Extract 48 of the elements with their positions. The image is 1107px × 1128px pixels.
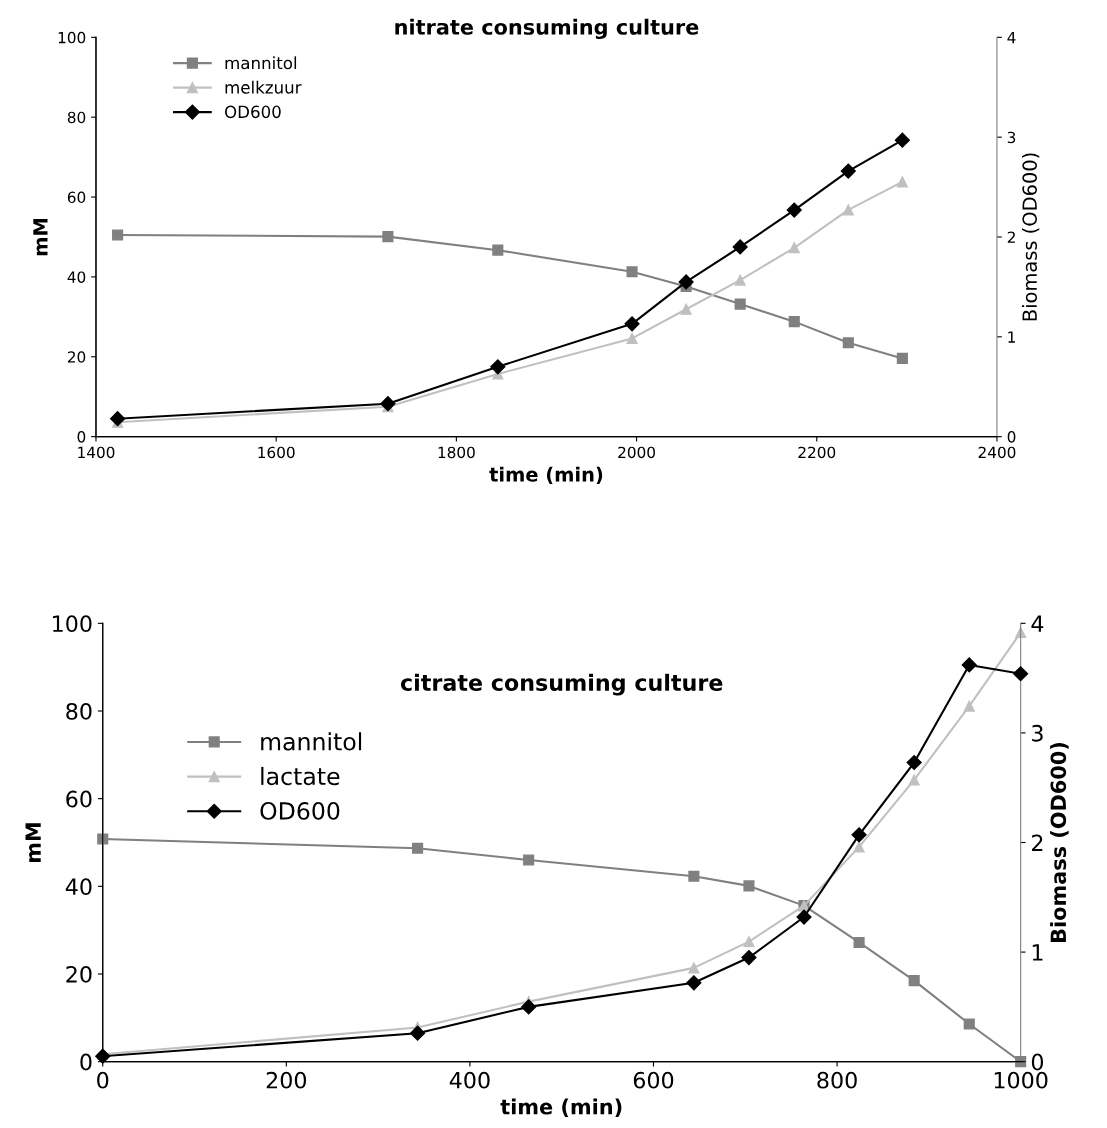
- legend-label: mannitol: [261, 732, 362, 751]
- x-axis-title: time (min): [489, 466, 603, 485]
- y2-tick-label: 0: [1031, 1053, 1044, 1071]
- x-tick-label: 2000: [618, 446, 655, 459]
- x-tick-label: 800: [817, 1071, 857, 1089]
- y2-tick-label: 2: [1007, 231, 1015, 243]
- y-tick-label: 60: [66, 790, 92, 808]
- x-tick-label: 2400: [978, 446, 1016, 459]
- y-axis-title: mM: [33, 218, 48, 256]
- y-tick-label: 80: [67, 111, 86, 124]
- y2-tick-label: 4: [1007, 32, 1016, 44]
- x-tick-label: 0: [97, 1071, 109, 1089]
- legend-label: OD600: [260, 801, 340, 820]
- y2-tick-label: 1: [1008, 331, 1015, 343]
- y-tick-label: 20: [67, 351, 86, 363]
- y2-axis-title: Biomass (OD600): [1021, 153, 1040, 321]
- y2-tick-label: 3: [1007, 131, 1016, 144]
- text: citrate consuming culture: [400, 673, 723, 696]
- y-tick-label: 40: [67, 271, 86, 283]
- x-tick-label: 1600: [258, 446, 295, 459]
- y-tick-label: 0: [80, 1053, 92, 1071]
- y2-tick-label: 4: [1031, 615, 1044, 632]
- y-tick-label: 60: [67, 191, 86, 204]
- y-tick-label: 100: [53, 615, 92, 633]
- y2-tick-label: 1: [1032, 944, 1043, 961]
- y-tick-label: 80: [66, 702, 92, 720]
- legend-label: mannitol: [225, 56, 297, 70]
- y-tick-label: 40: [65, 878, 92, 896]
- y2-tick-label: 0: [1007, 431, 1016, 443]
- x-tick-label: 2200: [798, 446, 836, 459]
- y2-tick-label: 3: [1032, 724, 1043, 742]
- x-tick-label: 1000: [994, 1071, 1048, 1089]
- x-tick-label: 1400: [78, 446, 115, 459]
- y2-tick-label: 2: [1032, 834, 1043, 851]
- y-tick-label: 0: [77, 431, 86, 443]
- y-tick-label: 20: [66, 965, 92, 983]
- x-tick-label: 1800: [438, 446, 475, 459]
- x-tick-label: 200: [266, 1071, 307, 1089]
- x-tick-label: 400: [449, 1071, 490, 1089]
- y-axis-title: mM: [25, 823, 41, 862]
- legend-label: lactate: [261, 766, 340, 786]
- chart-title: nitrate consuming culture: [395, 18, 699, 40]
- y2-axis-title: Biomass (OD600): [1050, 742, 1069, 942]
- x-axis-title: time (min): [500, 1098, 622, 1118]
- legend-label: OD600: [224, 105, 281, 119]
- legend-label: melkzuur: [225, 80, 302, 94]
- y-tick-label: 100: [58, 31, 86, 44]
- x-tick-label: 600: [633, 1071, 674, 1089]
